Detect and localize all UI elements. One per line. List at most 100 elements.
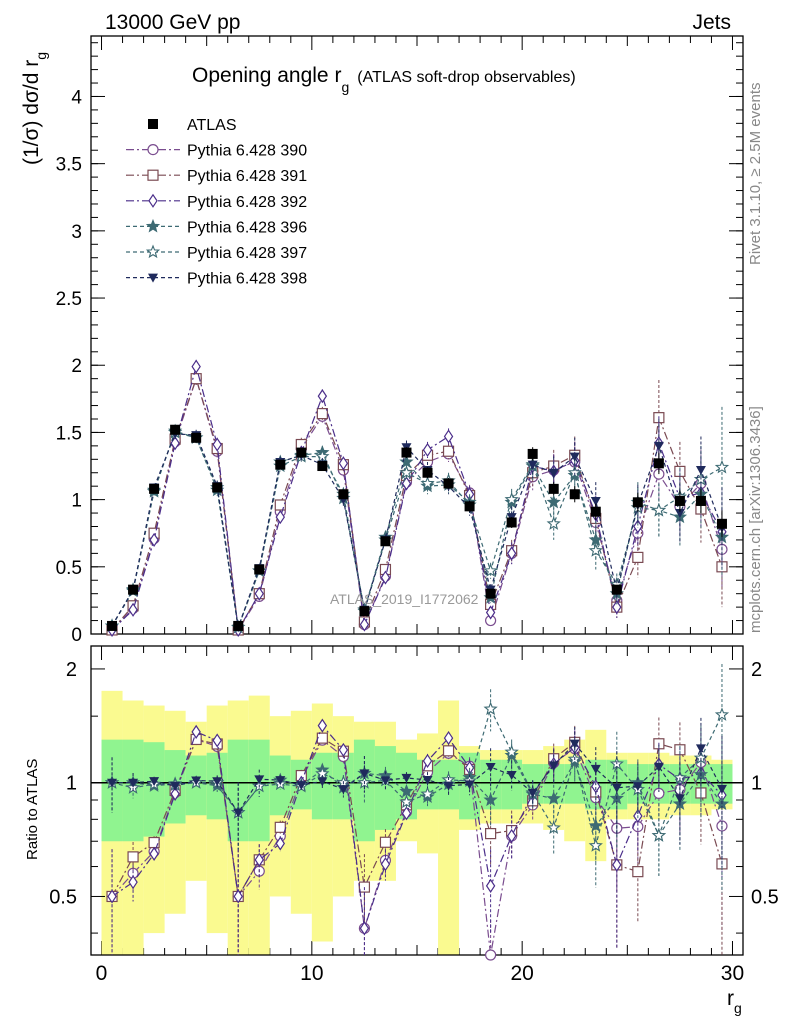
data-point — [254, 564, 265, 575]
ratio-band-inner — [248, 739, 270, 842]
data-point — [338, 489, 349, 500]
ratio-point — [359, 921, 370, 936]
data-point — [548, 483, 559, 494]
ratio-point — [170, 786, 180, 801]
rivet-label: Rivet 3.1.10, ≥ 2.5M events — [747, 83, 764, 266]
data-point — [569, 489, 580, 500]
ratio-y-tick-label-right: 1 — [751, 773, 762, 795]
chart-title-main: Opening angle r — [192, 64, 341, 87]
ratio-point — [233, 808, 244, 818]
ratio-point — [612, 857, 622, 872]
legend-marker — [145, 244, 161, 259]
series-line — [111, 431, 723, 630]
ratio-point — [483, 792, 498, 807]
series-point — [443, 429, 454, 444]
data-point — [611, 584, 622, 595]
ratio-point — [485, 949, 497, 961]
ratio-point — [316, 732, 328, 744]
legend-label: Pythia 6.428 391 — [187, 168, 307, 185]
ratio-point — [483, 701, 498, 716]
y-tick-label: 2 — [71, 356, 82, 377]
ratio-point — [714, 707, 730, 721]
ratio-point — [422, 753, 433, 769]
data-point — [107, 620, 118, 631]
ratio-point — [506, 770, 517, 780]
ratio-point — [485, 878, 496, 893]
series-point — [316, 408, 328, 420]
ratio-point — [420, 786, 435, 801]
ratio-y-tick-label: 2 — [66, 659, 77, 681]
data-point — [191, 432, 202, 443]
ratio-point — [653, 762, 664, 772]
series-point — [569, 452, 580, 462]
data-point — [212, 482, 223, 493]
y-tick-label: 0.5 — [56, 558, 82, 579]
data-point — [716, 518, 727, 529]
ratio-point — [127, 851, 139, 863]
data-point — [653, 458, 664, 469]
data-point — [695, 495, 706, 506]
data-point — [401, 447, 412, 458]
ratio-point — [148, 836, 160, 849]
series-point — [546, 494, 561, 509]
legend: ATLAS Pythia 6.428 390 Pythia 6.428 391 Pyt… — [126, 117, 307, 288]
data-point — [149, 483, 160, 494]
ratio-point — [275, 836, 286, 851]
data-point — [359, 606, 370, 617]
series-point — [504, 492, 519, 506]
ratio-point — [191, 724, 201, 739]
y-tick-label: 3.5 — [56, 155, 82, 176]
series-point — [548, 468, 559, 478]
series-point — [128, 602, 138, 617]
ratio-y-tick-label-right: 0.5 — [751, 886, 779, 908]
legend-marker — [145, 218, 161, 233]
data-point — [128, 584, 139, 595]
ratio-point — [274, 821, 286, 833]
series-point — [674, 509, 685, 519]
series-point — [506, 546, 517, 561]
ratio-point — [107, 778, 118, 788]
ratio-y-tick-label: 0.5 — [49, 886, 77, 908]
ratio-point — [191, 776, 202, 786]
legend-marker — [148, 193, 158, 208]
ratio-y-axis-label: Ratio to ATLAS — [24, 759, 41, 860]
chart-title-sub: g — [341, 79, 349, 95]
data-point — [674, 495, 685, 506]
ratio-point — [233, 889, 243, 904]
ratio-point — [254, 775, 265, 785]
y-axis-label-sub: g — [33, 52, 49, 60]
y-tick-label: 4 — [71, 87, 82, 108]
y-tick-label: 3 — [71, 222, 82, 243]
x-tick-label: 30 — [721, 962, 744, 985]
y-tick-label: 2.5 — [56, 289, 82, 310]
legend-marker — [147, 144, 159, 156]
data-point — [275, 459, 286, 470]
ratio-point — [380, 776, 391, 786]
series-point — [714, 459, 730, 474]
series-point — [191, 359, 201, 374]
ratio-point — [359, 769, 370, 779]
watermark: ATLAS_2019_I1772062 — [330, 591, 479, 607]
data-point — [443, 478, 454, 489]
data-point — [422, 467, 433, 478]
x-tick-label: 20 — [510, 962, 533, 985]
series-point — [651, 502, 667, 517]
ratio-point — [695, 744, 706, 754]
ratio-point — [546, 820, 561, 834]
series-point — [483, 563, 498, 577]
series-point — [338, 456, 349, 471]
series-point — [632, 551, 644, 564]
ratio-point — [422, 775, 433, 785]
ratio-point — [149, 777, 160, 787]
legend-label: Pythia 6.428 392 — [187, 194, 307, 211]
series-point — [653, 441, 664, 451]
ratio-point — [401, 773, 412, 783]
y-axis-label-main: (1/σ) dσ/d r — [20, 60, 43, 165]
legend-label: Pythia 6.428 398 — [187, 271, 307, 288]
data-point — [317, 461, 328, 472]
ratio-point — [254, 852, 264, 867]
ratio-point — [107, 889, 117, 904]
ratio-point — [317, 718, 328, 733]
x-tick-label: 10 — [300, 962, 323, 985]
ratio-point — [128, 778, 139, 788]
